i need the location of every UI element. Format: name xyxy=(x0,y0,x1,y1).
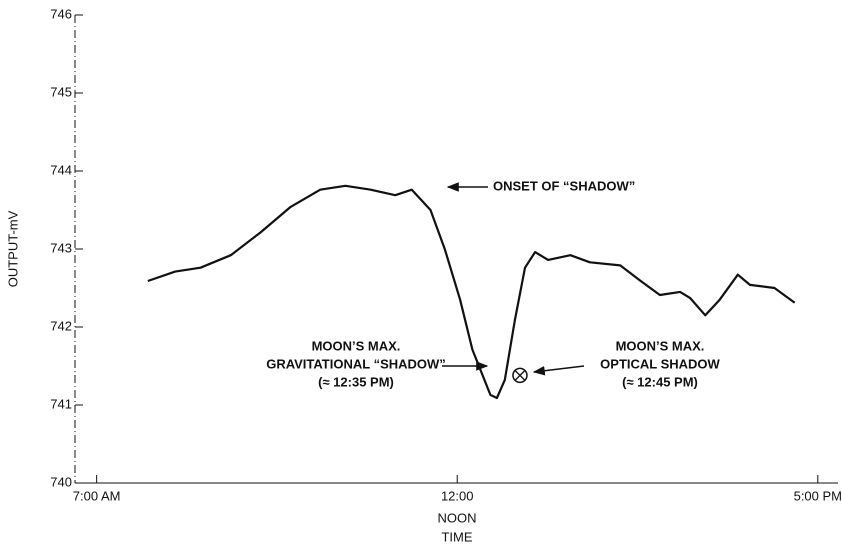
y-tick-label: 744 xyxy=(50,162,72,177)
data-line xyxy=(147,184,796,400)
annotation: MOON’S MAX. xyxy=(312,338,401,353)
y-tick-label: 740 xyxy=(50,474,72,489)
y-tick-label: 746 xyxy=(50,6,72,21)
annotation: GRAVITATIONAL “SHADOW” xyxy=(266,356,446,371)
annotation: MOON’S MAX. xyxy=(616,338,705,353)
x-axis-label: TIME xyxy=(441,529,472,544)
annotation: (≈ 12:45 PM) xyxy=(622,374,698,389)
y-tick-label: 742 xyxy=(50,318,72,333)
annotation-arrow xyxy=(532,365,585,376)
y-axis-label: OUTPUT-mV xyxy=(5,210,20,287)
y-tick-label: 745 xyxy=(50,84,72,99)
annotation: OPTICAL SHADOW xyxy=(600,356,720,371)
y-tick-label: 743 xyxy=(50,240,72,255)
annotation: (≈ 12:35 PM) xyxy=(318,374,394,389)
optical-shadow-marker xyxy=(512,367,528,384)
annotation: ONSET OF “SHADOW” xyxy=(493,178,635,193)
x-tick-label: 7:00 AM xyxy=(73,488,121,503)
optical-shadow-cross xyxy=(514,369,526,381)
x-tick-note: NOON xyxy=(438,510,477,525)
y-tick-label: 741 xyxy=(50,396,72,411)
x-tick-label: 5:00 PM xyxy=(794,488,842,503)
x-tick-label: 12:00 xyxy=(441,488,474,503)
